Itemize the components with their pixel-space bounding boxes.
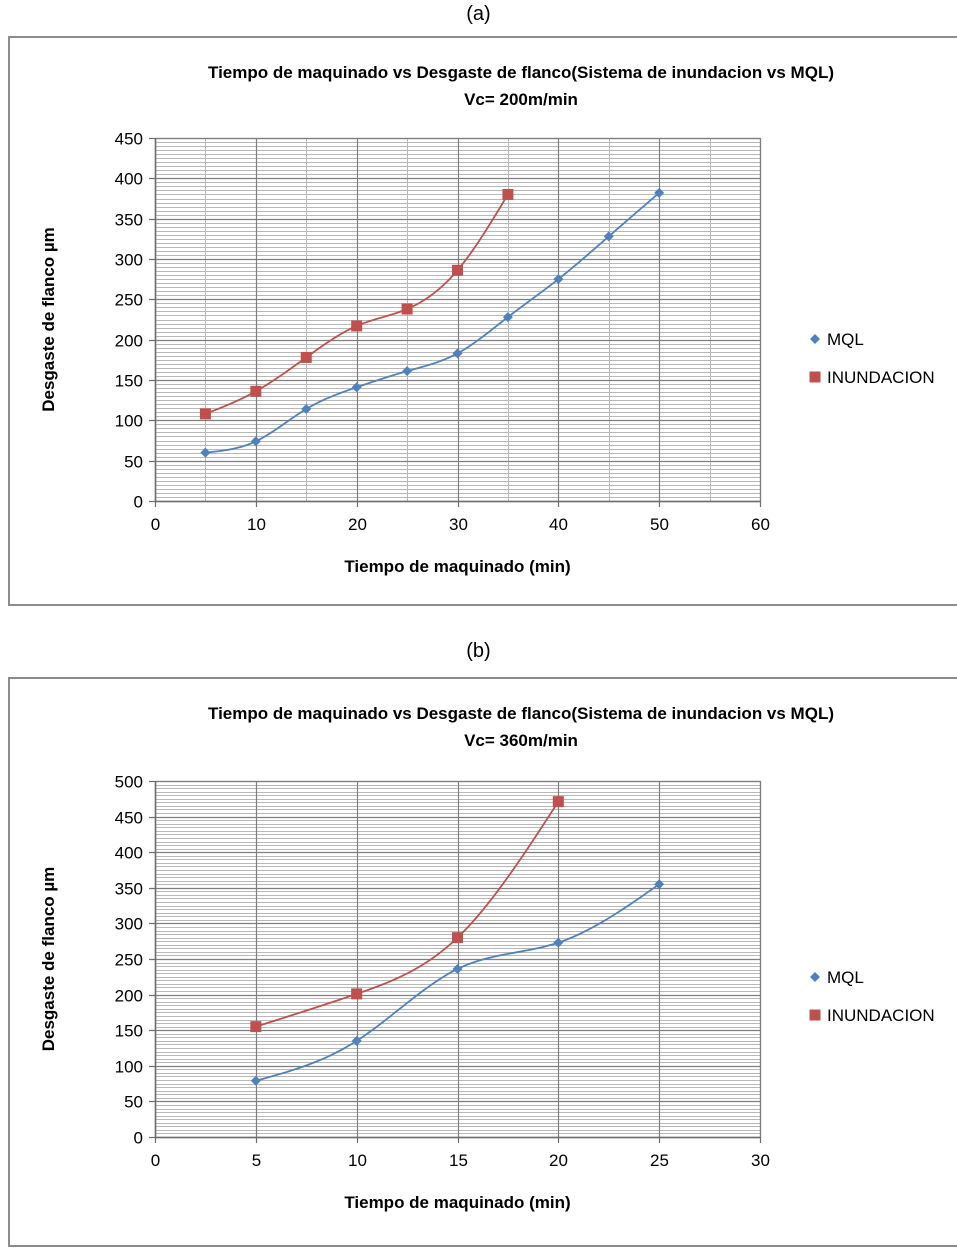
y-tick-label: 0 [134,1129,143,1148]
x-tick-label: 25 [650,1151,669,1170]
x-tick-label: 5 [252,1151,261,1170]
chart-subtitle: Vc= 200m/min [464,90,578,109]
x-tick-label: 20 [549,1151,568,1170]
x-tick-label: 10 [348,1151,367,1170]
data-point-mql [654,879,665,890]
major-grid [154,137,762,503]
y-tick-label: 400 [115,844,143,863]
minor-grid [155,138,761,502]
data-point-mql [452,963,463,974]
y-tick-label: 350 [115,211,143,230]
data-point-mql [200,447,211,458]
y-tick-label: 100 [115,412,143,431]
x-tick-label: 0 [151,1151,160,1170]
y-tick-label: 400 [115,170,143,189]
y-tick-label: 0 [134,493,143,512]
data-point-inundacion [452,264,463,276]
x-axis-title: Tiempo de maquinado (min) [344,1193,570,1212]
x-tick-label: 50 [650,515,669,534]
legend-marker-mql [810,334,820,344]
data-point-inundacion [300,351,312,363]
y-tick-label: 500 [115,773,143,792]
data-point-mql [553,937,564,948]
x-tick-label: 10 [247,515,266,534]
legend-label-inundacion: INUNDACION [827,368,935,387]
data-point-mql [654,187,665,198]
y-tick-label: 250 [115,291,143,310]
legend-label-mql: MQL [827,968,864,987]
legend-marker-mql [810,972,820,982]
y-tick-label: 100 [115,1058,143,1077]
chart-title: Tiempo de maquinado vs Desgaste de flanc… [208,704,834,723]
series-line-inundacion [255,801,560,1028]
y-tick-label: 350 [115,880,143,899]
y-tick-label: 50 [124,453,143,472]
x-tick-label: 40 [549,515,568,534]
y-tick-label: 250 [115,951,143,970]
y-tick-label: 450 [115,809,143,828]
data-point-inundacion [250,1021,262,1033]
y-tick-label: 300 [115,251,143,270]
y-tick-label: 200 [115,987,143,1006]
data-point-mql [351,1035,362,1046]
data-point-inundacion [401,303,413,315]
x-axis-title: Tiempo de maquinado (min) [344,557,570,576]
legend-label-inundacion: INUNDACION [827,1006,935,1025]
data-point-inundacion [351,988,363,1000]
x-tick-label: 30 [751,1151,770,1170]
data-point-mql [351,382,362,393]
panel-a-label: (a) [466,3,491,25]
chart-b-svg: Tiempo de maquinado vs Desgaste de flanc… [39,704,935,1212]
data-point-mql [452,348,463,359]
data-point-inundacion [452,932,463,944]
data-point-inundacion [250,385,262,397]
x-tick-label: 20 [348,515,367,534]
data-point-mql [250,1075,261,1086]
data-point-mql [301,404,312,415]
y-tick-label: 200 [115,332,143,351]
x-tick-label: 15 [449,1151,468,1170]
y-axis-title: Desgaste de flanco µm [39,227,58,412]
data-point-inundacion [552,796,564,808]
chart-a-svg: Tiempo de maquinado vs Desgaste de flanc… [39,63,935,576]
y-tick-label: 300 [115,915,143,934]
y-tick-label: 450 [115,130,143,149]
chart-a: Tiempo de maquinado vs Desgaste de flanc… [8,36,957,606]
chart-title: Tiempo de maquinado vs Desgaste de flanc… [208,63,834,82]
data-point-mql [250,436,261,447]
data-point-inundacion [199,408,211,420]
legend-marker-inundacion [809,371,821,383]
data-point-mql [502,312,513,323]
x-tick-label: 0 [151,515,160,534]
chart-b: Tiempo de maquinado vs Desgaste de flanc… [8,677,957,1247]
panel-b-label: (b) [466,640,491,662]
y-tick-label: 50 [124,1093,143,1112]
data-point-inundacion [351,320,363,332]
series-line-mql [205,192,660,454]
data-point-mql [603,231,614,242]
x-tick-label: 60 [751,515,770,534]
chart-subtitle: Vc= 360m/min [464,731,578,750]
y-tick-label: 150 [115,1022,143,1041]
y-tick-label: 150 [115,372,143,391]
data-point-mql [402,366,413,377]
data-point-mql [553,274,564,285]
y-axis-title: Desgaste de flanco µm [39,867,58,1052]
x-tick-label: 30 [449,515,468,534]
legend-label-mql: MQL [827,330,864,349]
data-point-inundacion [502,188,514,200]
legend-marker-inundacion [809,1009,821,1021]
